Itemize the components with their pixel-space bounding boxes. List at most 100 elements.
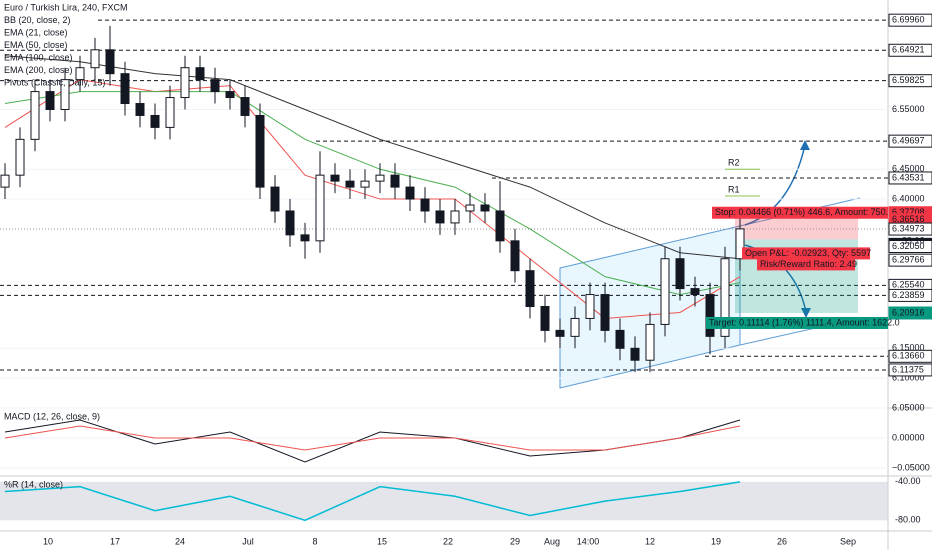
x-tick-label: 14:00 (577, 536, 600, 546)
level-label: 6.25540 (892, 280, 925, 290)
x-tick-label: Sep (840, 536, 856, 546)
candle-body (240, 97, 250, 116)
price-badge (888, 306, 932, 320)
x-tick-label: 22 (443, 536, 453, 546)
price-badge-label: 6.36516 (892, 214, 925, 224)
x-tick-label: 17 (110, 536, 120, 546)
level-label: 6.13660 (892, 351, 925, 361)
candle-body (615, 329, 625, 349)
candle-body (270, 186, 280, 212)
y-tick-label: 0.00000 (892, 432, 925, 442)
price-badge-label: 6.34973 (892, 223, 925, 233)
x-tick-label: 12 (645, 536, 655, 546)
candle-body (390, 174, 400, 188)
pivot-label: R2 (728, 158, 740, 168)
y-tick-label: -80.00 (895, 515, 921, 525)
y-tick-label: 6.45000 (892, 164, 925, 174)
ema-line (4, 79, 741, 319)
trade-label-bg (742, 247, 870, 260)
level-label: 6.69960 (892, 15, 925, 25)
countdown: 39:16 (902, 235, 925, 245)
x-tick-label: 24 (175, 536, 185, 546)
candle-body (600, 294, 610, 331)
level-badge (888, 288, 932, 302)
price-badge (888, 240, 932, 254)
legend-item: EMA (100, close) (4, 52, 73, 62)
legend-item: Euro / Turkish Lira, 240, FXCM (4, 2, 128, 12)
y-tick-label: 6.55000 (892, 104, 925, 114)
candle-body (150, 114, 160, 128)
candle-body (105, 49, 115, 75)
candle-body (75, 67, 85, 81)
level-label: 6.64921 (892, 45, 925, 55)
trade-label: Open P&L: -0.02923, Qty: 5597 (745, 248, 871, 258)
ema-line (4, 55, 741, 260)
candle-body (0, 174, 10, 188)
candle-body (135, 103, 145, 116)
price-badge-label: 6.20916 (892, 307, 925, 317)
price-badge-label: 6.29766 (892, 255, 925, 265)
x-tick-label: Jul (242, 536, 254, 546)
level-label: 6.23859 (892, 290, 925, 300)
x-tick-label: 29 (510, 536, 520, 546)
trade-label-bg (706, 316, 888, 329)
y-tick-label: −0.05000 (892, 462, 930, 472)
price-badge (888, 253, 932, 267)
candle-body (555, 329, 565, 337)
candle-body (45, 91, 55, 110)
trade-label-bg (757, 258, 855, 271)
price-badge-label: 6.37708 (892, 207, 925, 217)
candle-body (465, 204, 475, 212)
candle-body (495, 210, 505, 242)
legend-item: BB (20, close, 2) (4, 15, 71, 25)
candle-body (435, 210, 445, 224)
y-tick-label: -40.00 (895, 476, 921, 486)
x-tick-label: 8 (312, 536, 317, 546)
level-badge (888, 349, 932, 363)
x-tick-label: 19 (711, 536, 721, 546)
legend-item: EMA (21, close) (4, 27, 68, 37)
level-label: 6.49697 (892, 136, 925, 146)
pivot-label: R1 (728, 184, 740, 194)
candle-body (210, 79, 220, 93)
candle-body (180, 67, 190, 99)
candle-body (585, 294, 595, 319)
x-tick-label: 26 (777, 536, 787, 546)
y-tick-label: 6.10000 (892, 373, 925, 383)
trade-label-bg (712, 206, 888, 219)
level-label: 6.59825 (892, 75, 925, 85)
candle-body (225, 91, 235, 99)
willr-band (0, 481, 888, 521)
arrow-head (800, 140, 810, 150)
candle-body (480, 204, 490, 212)
candle-body (375, 174, 385, 182)
level-label: 6.43531 (892, 172, 925, 182)
x-tick-label: 10 (43, 536, 53, 546)
level-badge (888, 43, 932, 57)
level-label: 6.11375 (892, 364, 924, 374)
candle-body (405, 186, 415, 200)
candle-body (60, 79, 70, 110)
candle-body (285, 210, 295, 236)
legend-item: Pivots (Classic, Daily, 15) (4, 77, 105, 87)
candle-body (645, 323, 655, 361)
x-tick-label: 15 (377, 536, 387, 546)
candle-body (525, 270, 535, 308)
pane-title: %R (14, close) (4, 479, 63, 489)
candle-body (510, 240, 520, 272)
candle-body (345, 180, 355, 188)
candle-body (315, 174, 325, 242)
pane-title: MACD (12, 26, close, 9) (4, 411, 100, 421)
legend-item: EMA (200, close) (4, 65, 73, 75)
y-tick-label: 6.40000 (892, 193, 925, 203)
candle-body (255, 114, 265, 188)
candle-body (630, 347, 640, 361)
trade-label: Risk/Reward Ratio: 2.49 (760, 259, 857, 269)
candle-body (165, 97, 175, 128)
arrow-up (744, 144, 806, 226)
price-badge (888, 222, 932, 236)
level-badge (888, 13, 932, 27)
candle-body (675, 258, 685, 290)
candle-body (30, 91, 40, 140)
